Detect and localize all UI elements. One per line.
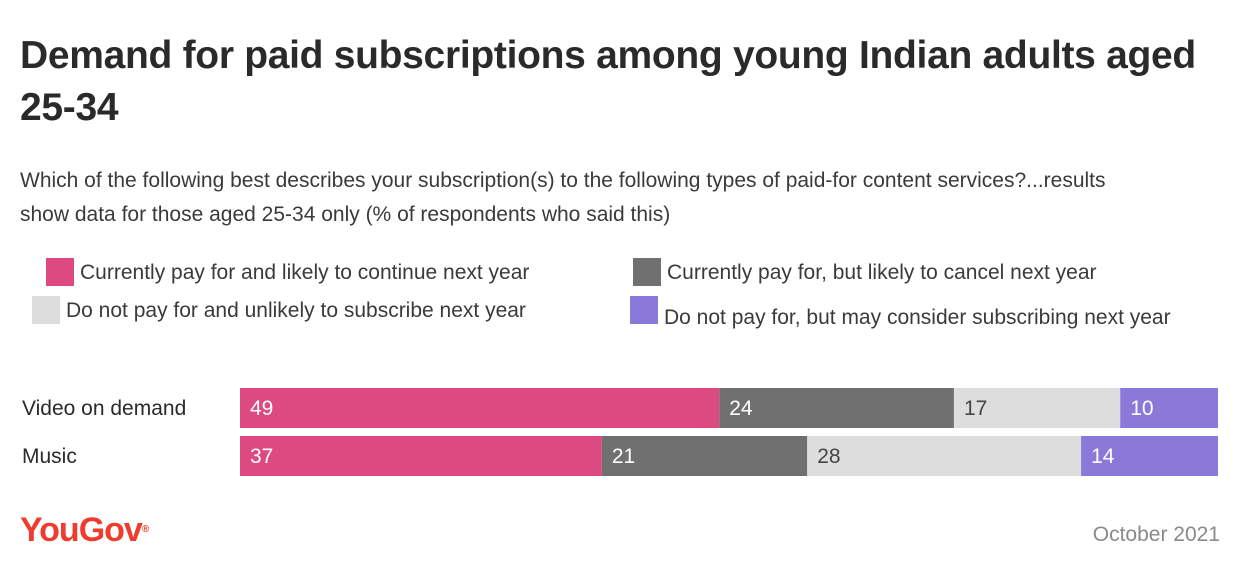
legend-label-cancel: Currently pay for, but likely to cancel … xyxy=(667,261,1097,284)
bar-video-on-demand-series-2 xyxy=(719,388,954,428)
bar-video-on-demand-series-3 xyxy=(953,388,1121,428)
data-label-music-series-3: 28 xyxy=(817,445,840,468)
data-label-video-on-demand-series-1: 49 xyxy=(250,397,273,420)
legend-swatch-unlikely xyxy=(32,296,60,324)
bar-music-series-2 xyxy=(601,436,808,476)
bar-music-series-1 xyxy=(240,436,602,476)
bar-music-series-4 xyxy=(1081,436,1218,476)
data-label-music-series-1: 37 xyxy=(250,445,273,468)
legend-label-consider: Do not pay for, but may consider subscri… xyxy=(664,306,1171,329)
data-label-video-on-demand-series-4: 10 xyxy=(1130,397,1153,420)
legend-swatch-continue xyxy=(46,258,74,286)
chart-subtitle: Which of the following best describes yo… xyxy=(20,169,1106,226)
legend-swatch-consider xyxy=(630,296,658,324)
data-label-video-on-demand-series-3: 17 xyxy=(964,397,987,420)
row-label-video-on-demand: Video on demand xyxy=(22,397,187,420)
chart-title: Demand for paid subscriptions among youn… xyxy=(20,34,1196,129)
registered-mark-icon: ® xyxy=(141,524,150,535)
bar-music-series-3 xyxy=(807,436,1082,476)
legend-label-continue: Currently pay for and likely to continue… xyxy=(80,261,530,284)
logo-text: YouGov xyxy=(20,511,143,549)
bar-video-on-demand-series-1 xyxy=(240,388,720,428)
date-label: October 2021 xyxy=(1092,523,1220,546)
row-label-music: Music xyxy=(22,445,77,468)
bar-video-on-demand-series-4 xyxy=(1120,388,1218,428)
data-label-music-series-2: 21 xyxy=(612,445,635,468)
legend-label-unlikely: Do not pay for and unlikely to subscribe… xyxy=(66,299,526,322)
data-label-video-on-demand-series-2: 24 xyxy=(729,397,753,420)
data-label-music-series-4: 14 xyxy=(1091,445,1115,468)
yougov-logo: YouGov® xyxy=(20,508,149,552)
legend-swatch-cancel xyxy=(633,258,661,286)
